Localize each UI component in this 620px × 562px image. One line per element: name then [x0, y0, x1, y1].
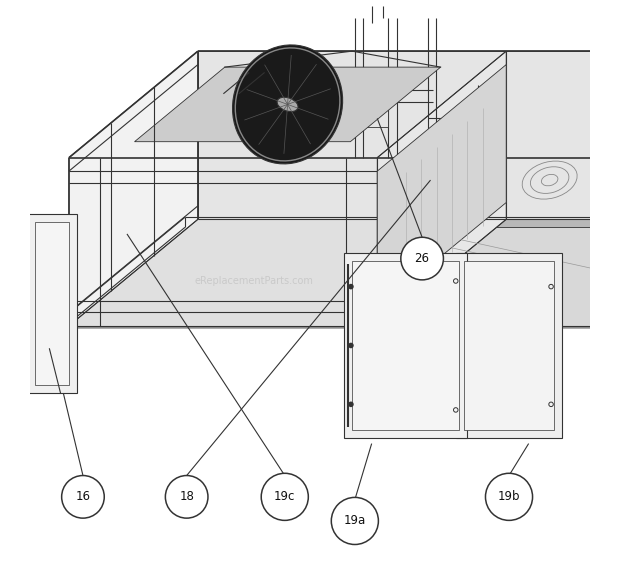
Text: 16: 16: [76, 490, 91, 504]
Polygon shape: [185, 217, 620, 227]
Polygon shape: [135, 67, 441, 142]
Circle shape: [261, 473, 308, 520]
Text: 19a: 19a: [343, 514, 366, 528]
Circle shape: [61, 475, 104, 518]
Polygon shape: [69, 158, 378, 326]
Circle shape: [401, 237, 443, 280]
Text: 19b: 19b: [498, 490, 520, 504]
Polygon shape: [378, 51, 506, 326]
Polygon shape: [343, 253, 467, 438]
Ellipse shape: [232, 45, 343, 164]
Polygon shape: [51, 217, 185, 338]
Polygon shape: [51, 217, 620, 328]
Polygon shape: [69, 51, 198, 326]
Text: 18: 18: [179, 490, 194, 504]
Text: 19c: 19c: [274, 490, 296, 504]
Polygon shape: [464, 261, 554, 429]
Polygon shape: [363, 105, 389, 127]
Text: eReplacementParts.com: eReplacementParts.com: [195, 276, 313, 286]
Polygon shape: [352, 261, 459, 429]
Circle shape: [348, 284, 354, 289]
Circle shape: [331, 497, 378, 545]
Circle shape: [348, 343, 354, 348]
Polygon shape: [198, 51, 620, 219]
Ellipse shape: [277, 97, 298, 112]
Circle shape: [348, 401, 354, 407]
Circle shape: [485, 473, 533, 520]
Circle shape: [166, 475, 208, 518]
Text: 26: 26: [415, 252, 430, 265]
Polygon shape: [456, 253, 562, 438]
Polygon shape: [35, 222, 69, 385]
Polygon shape: [69, 51, 620, 158]
Polygon shape: [27, 214, 78, 393]
Polygon shape: [378, 65, 506, 309]
